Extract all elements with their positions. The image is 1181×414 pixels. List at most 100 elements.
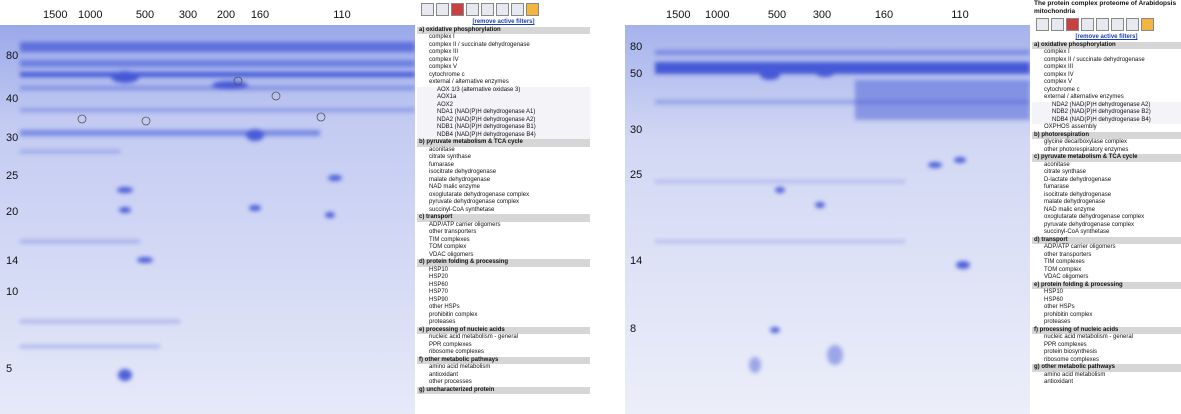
filter-item[interactable]: citrate synthase bbox=[1032, 169, 1181, 177]
filter-item[interactable]: OXPHOS assembly bbox=[1032, 124, 1181, 132]
filter-item[interactable]: complex III bbox=[1032, 64, 1181, 72]
filter-item[interactable]: ribosome complexes bbox=[417, 349, 590, 357]
filter-subitem[interactable]: NDA2 (NAD(P)H dehydrogenase A2) bbox=[417, 117, 590, 125]
section-heading[interactable]: a) oxidative phosphorylation bbox=[1032, 42, 1181, 50]
filter-item[interactable]: HSP90 bbox=[417, 297, 590, 305]
filter-item[interactable]: proteases bbox=[417, 319, 590, 327]
filter-subitem[interactable]: NDB4 (NAD(P)H dehydrogenase B4) bbox=[1032, 117, 1181, 125]
filter-item[interactable]: nucleic acid metabolism - general bbox=[417, 334, 590, 342]
filter-item[interactable]: other HSPs bbox=[1032, 304, 1181, 312]
filter-item[interactable]: external / alternative enzymes bbox=[1032, 94, 1181, 102]
filter-item[interactable]: complex IV bbox=[417, 57, 590, 65]
section-heading[interactable]: b) pyruvate metabolism & TCA cycle bbox=[417, 139, 590, 147]
filter-item[interactable]: amino acid metabolism bbox=[417, 364, 590, 372]
filter-item[interactable]: malate dehydrogenase bbox=[1032, 199, 1181, 207]
filter-item[interactable]: VDAC oligomers bbox=[417, 252, 590, 260]
filter-subitem[interactable]: NDB1 (NAD(P)H dehydrogenase B1) bbox=[417, 124, 590, 132]
section-heading[interactable]: g) other metabolic pathways bbox=[1032, 364, 1181, 372]
filter-item[interactable]: cytochrome c bbox=[417, 72, 590, 80]
filter-item[interactable]: HSP60 bbox=[1032, 297, 1181, 305]
tool-button[interactable] bbox=[451, 3, 464, 16]
filter-subitem[interactable]: NDA1 (NAD(P)H dehydrogenase A1) bbox=[417, 109, 590, 117]
filter-item[interactable]: other processes bbox=[417, 379, 590, 387]
tool-button[interactable] bbox=[1081, 18, 1094, 31]
tool-button[interactable] bbox=[1066, 18, 1079, 31]
tool-button[interactable] bbox=[1111, 18, 1124, 31]
section-heading[interactable]: d) protein folding & processing bbox=[417, 259, 590, 267]
filter-subitem[interactable]: AOX2 bbox=[417, 102, 590, 110]
filter-item[interactable]: succinyl-CoA synthetase bbox=[417, 207, 590, 215]
filter-item[interactable]: isocitrate dehydrogenase bbox=[1032, 192, 1181, 200]
filter-item[interactable]: oxoglutarate dehydrogenase complex bbox=[417, 192, 590, 200]
section-heading[interactable]: e) processing of nucleic acids bbox=[417, 327, 590, 335]
section-heading[interactable]: c) transport bbox=[417, 214, 590, 222]
filter-item[interactable]: TOM complex bbox=[1032, 267, 1181, 275]
filter-item[interactable]: ADP/ATP carrier oligomers bbox=[1032, 244, 1181, 252]
filter-item[interactable]: antioxidant bbox=[417, 372, 590, 380]
tool-button[interactable] bbox=[1051, 18, 1064, 31]
filter-item[interactable]: other transporters bbox=[417, 229, 590, 237]
tool-button[interactable] bbox=[466, 3, 479, 16]
filter-item[interactable]: complex V bbox=[1032, 79, 1181, 87]
filter-item[interactable]: aconitase bbox=[1032, 162, 1181, 170]
tool-button[interactable] bbox=[1096, 18, 1109, 31]
filter-item[interactable]: TOM complex bbox=[417, 244, 590, 252]
filter-item[interactable]: HSP70 bbox=[417, 289, 590, 297]
tool-button[interactable] bbox=[1141, 18, 1154, 31]
filter-item[interactable]: TIM complexes bbox=[1032, 259, 1181, 267]
filter-item[interactable]: D-lactate dehydrogenase bbox=[1032, 177, 1181, 185]
filter-item[interactable]: complex I bbox=[417, 34, 590, 42]
tool-button[interactable] bbox=[421, 3, 434, 16]
filter-item[interactable]: complex IV bbox=[1032, 72, 1181, 80]
filter-item[interactable]: complex II / succinate dehydrogenase bbox=[417, 42, 590, 50]
filter-subitem[interactable]: AOX 1/3 (alternative oxidase 3) bbox=[417, 87, 590, 95]
filter-item[interactable]: PPR complexes bbox=[417, 342, 590, 350]
filter-item[interactable]: NAD malic enzyme bbox=[1032, 207, 1181, 215]
filter-item[interactable]: complex I bbox=[1032, 49, 1181, 57]
filter-item[interactable]: other HSPs bbox=[417, 304, 590, 312]
filter-item[interactable]: prohibitin complex bbox=[1032, 312, 1181, 320]
filter-item[interactable]: complex III bbox=[417, 49, 590, 57]
filter-item[interactable]: amino acid metabolism bbox=[1032, 372, 1181, 380]
filter-subitem[interactable]: NDB4 (NAD(P)H dehydrogenase B4) bbox=[417, 132, 590, 140]
filter-item[interactable]: ribosome complexes bbox=[1032, 357, 1181, 365]
filter-item[interactable]: ADP/ATP carrier oligomers bbox=[417, 222, 590, 230]
filter-item[interactable]: nucleic acid metabolism - general bbox=[1032, 334, 1181, 342]
tool-button[interactable] bbox=[511, 3, 524, 16]
section-heading[interactable]: c) pyruvate metabolism & TCA cycle bbox=[1032, 154, 1181, 162]
filter-item[interactable]: oxoglutarate dehydrogenase complex bbox=[1032, 214, 1181, 222]
tool-button[interactable] bbox=[436, 3, 449, 16]
filter-subitem[interactable]: AOX1a bbox=[417, 94, 590, 102]
filter-item[interactable]: HSP60 bbox=[417, 282, 590, 290]
filter-item[interactable]: HSP10 bbox=[1032, 289, 1181, 297]
filter-item[interactable]: isocitrate dehydrogenase bbox=[417, 169, 590, 177]
filter-subitem[interactable]: NDB2 (NAD(P)H dehydrogenase B2) bbox=[1032, 109, 1181, 117]
filter-item[interactable]: pyruvate dehydrogenase complex bbox=[417, 199, 590, 207]
tool-button[interactable] bbox=[481, 3, 494, 16]
filter-item[interactable]: PPR complexes bbox=[1032, 342, 1181, 350]
filter-item[interactable]: protein biosynthesis bbox=[1032, 349, 1181, 357]
filter-item[interactable]: pyruvate dehydrogenase complex bbox=[1032, 222, 1181, 230]
section-heading[interactable]: f) processing of nucleic acids bbox=[1032, 327, 1181, 335]
remove-filters-link[interactable]: [remove active filters] bbox=[417, 19, 590, 27]
section-heading[interactable]: b) photorespiration bbox=[1032, 132, 1181, 140]
filter-item[interactable]: proteases bbox=[1032, 319, 1181, 327]
tool-button[interactable] bbox=[1126, 18, 1139, 31]
filter-item[interactable]: other photorespiratory enzymes bbox=[1032, 147, 1181, 155]
filter-item[interactable]: NAD malic enzyme bbox=[417, 184, 590, 192]
filter-item[interactable]: aconitase bbox=[417, 147, 590, 155]
filter-item[interactable]: complex II / succinate dehydrogenase bbox=[1032, 57, 1181, 65]
tool-button[interactable] bbox=[496, 3, 509, 16]
filter-item[interactable]: antioxidant bbox=[1032, 379, 1181, 387]
filter-item[interactable]: complex V bbox=[417, 64, 590, 72]
tool-button[interactable] bbox=[1036, 18, 1049, 31]
filter-item[interactable]: succinyl-CoA synthetase bbox=[1032, 229, 1181, 237]
filter-item[interactable]: citrate synthase bbox=[417, 154, 590, 162]
remove-filters-link[interactable]: [remove active filters] bbox=[1032, 34, 1181, 42]
section-heading[interactable]: g) uncharacterized protein bbox=[417, 387, 590, 395]
section-heading[interactable]: a) oxidative phosphorylation bbox=[417, 27, 590, 35]
filter-item[interactable]: TIM complexes bbox=[417, 237, 590, 245]
filter-item[interactable]: cytochrome c bbox=[1032, 87, 1181, 95]
filter-item[interactable]: prohibitin complex bbox=[417, 312, 590, 320]
filter-subitem[interactable]: NDA2 (NAD(P)H dehydrogenase A2) bbox=[1032, 102, 1181, 110]
